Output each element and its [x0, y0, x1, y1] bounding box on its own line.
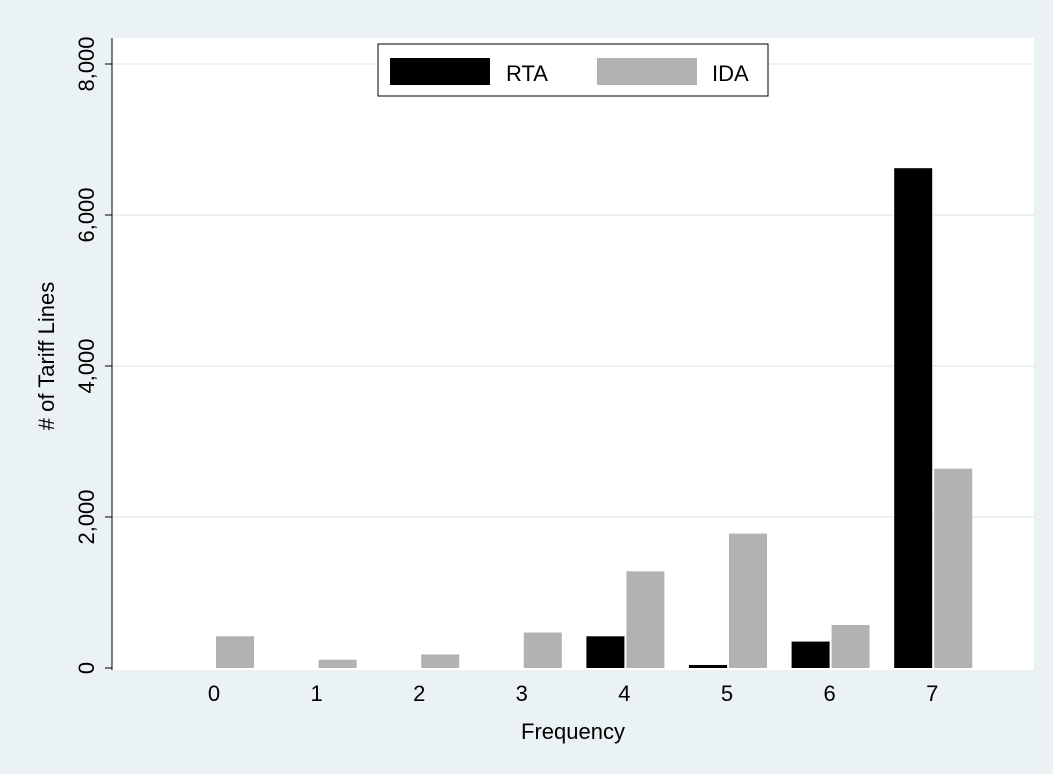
x-tick-label: 6	[823, 681, 835, 706]
legend-swatch-ida	[597, 58, 697, 85]
bar-ida-6	[831, 624, 870, 668]
y-tick-label: 8,000	[74, 36, 99, 91]
y-axis-title: # of Tariff Lines	[34, 282, 59, 430]
bar-ida-7	[934, 468, 973, 668]
y-tick-label: 0	[74, 662, 99, 674]
legend-label-rta: RTA	[506, 61, 548, 86]
bar-rta-7	[894, 168, 933, 668]
x-tick-label: 0	[208, 681, 220, 706]
legend-swatch-rta	[390, 58, 490, 85]
x-tick-label: 2	[413, 681, 425, 706]
bar-rta-5	[689, 664, 727, 668]
y-tick-label: 2,000	[74, 489, 99, 544]
y-tick-label: 6,000	[74, 187, 99, 242]
bar-ida-0	[216, 636, 254, 668]
x-tick-label: 1	[310, 681, 322, 706]
plot-background	[112, 38, 1034, 670]
bar-ida-2	[421, 654, 460, 668]
bar-ida-4	[626, 571, 665, 668]
bar-rta-4	[586, 636, 625, 668]
bars	[216, 168, 973, 668]
legend: RTA IDA	[377, 43, 769, 97]
bar-ida-5	[729, 533, 767, 668]
x-tick-label: 5	[721, 681, 733, 706]
x-ticks: 0 1 2 3 4 5 6 7	[208, 681, 938, 706]
bar-ida-3	[523, 632, 562, 668]
x-tick-label: 3	[516, 681, 528, 706]
x-tick-label: 4	[618, 681, 630, 706]
legend-label-ida: IDA	[712, 61, 749, 86]
bar-ida-1	[318, 659, 357, 668]
y-ticks: 0 2,000 4,000 6,000 8,000	[74, 36, 112, 674]
bar-rta-6	[791, 641, 830, 668]
y-tick-label: 4,000	[74, 338, 99, 393]
x-tick-label: 7	[926, 681, 938, 706]
x-axis-title: Frequency	[521, 719, 625, 744]
